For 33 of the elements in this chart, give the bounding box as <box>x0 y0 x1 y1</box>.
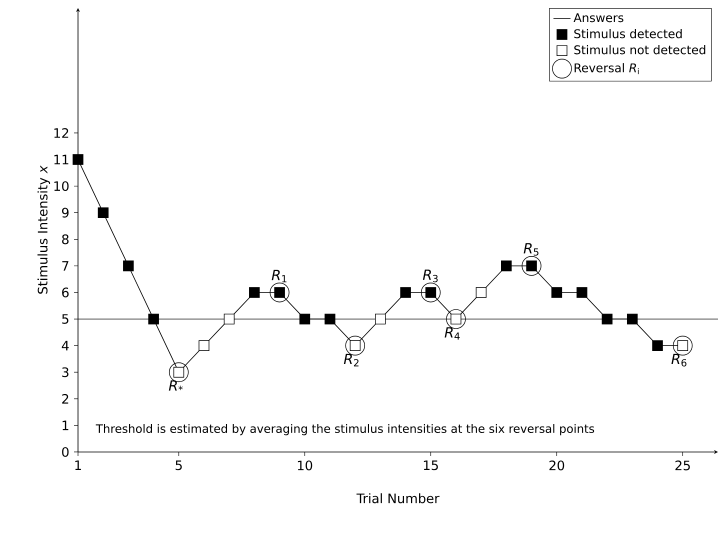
y-tick-label: 12 <box>54 128 68 138</box>
x-tick-label: 5 <box>176 460 182 470</box>
x-tick-label: 15 <box>424 460 438 470</box>
y-tick-label: 3 <box>62 367 68 378</box>
annotation: R$_{4}$ <box>444 327 460 340</box>
y-tick-label: 1 <box>62 420 68 430</box>
y-tick-label: 8 <box>62 234 69 244</box>
annotation: R$_{5}$ <box>524 243 538 256</box>
legend-label: Stimulus not detected <box>574 45 706 54</box>
y-tick-label: 0 <box>62 447 69 457</box>
annotation: R$_{6}$ <box>671 354 686 366</box>
annotation: R$_{2}$ <box>344 354 358 366</box>
y-tick-label: 6 <box>62 288 69 298</box>
x-tick-label: 10 <box>298 460 312 470</box>
y-tick-label: 5 <box>62 314 68 324</box>
y-tick-label: 10 <box>54 181 69 192</box>
y-tick-label: 4 <box>62 340 69 350</box>
y-tick-label: 11 <box>54 154 68 164</box>
x-tick-label: 20 <box>549 460 564 470</box>
y-tick-label: 2 <box>62 394 68 404</box>
legend-label: Answers <box>574 13 624 22</box>
x-tick-label: 25 <box>675 460 690 470</box>
y-tick-label: 9 <box>62 208 69 218</box>
annotation: Threshold is estimated by averaging the stimulus intensities at the six reversal points <box>96 424 594 436</box>
legend-label: Reversal R$_{i}$ <box>574 63 639 74</box>
y-tick-label: 7 <box>62 261 68 271</box>
legend-label: Stimulus detected <box>574 28 682 38</box>
annotation: R$_{1}$ <box>272 270 286 282</box>
annotation: R$_{3}$ <box>422 270 438 282</box>
y-axis-title: Stimulus Intensity x <box>37 165 50 294</box>
annotation: R$_{*}$ <box>168 380 183 391</box>
x-axis-title: Trial Number <box>356 493 440 504</box>
x-tick-label: 1 <box>75 460 81 470</box>
